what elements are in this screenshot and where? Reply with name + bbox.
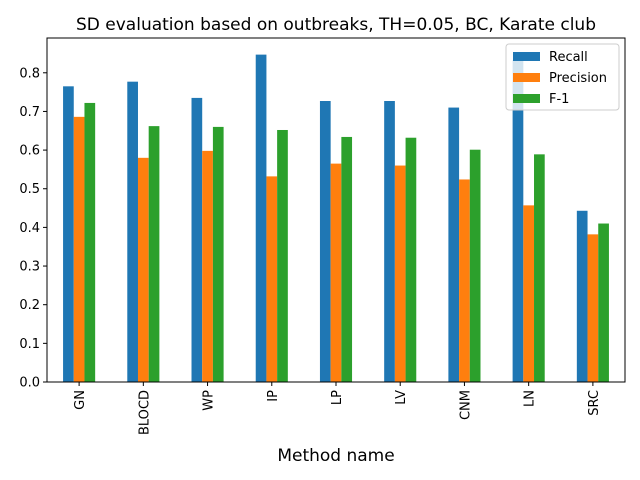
bar-precision-cnm (459, 179, 470, 382)
y-tick-label: 0.3 (19, 260, 40, 275)
bar-f-1-ln (534, 154, 545, 382)
legend-label: F-1 (549, 92, 569, 107)
bar-f-1-lp (341, 136, 353, 382)
bar-precision-src (587, 234, 599, 382)
legend: Recall Precision F-1 (505, 43, 620, 111)
legend-label: Recall (549, 50, 588, 65)
bar-precision-ln (523, 205, 535, 382)
x-tick-label: LP (330, 390, 345, 405)
bar-f-1-gn (84, 102, 96, 383)
bars-group (63, 54, 609, 383)
y-tick-label: 0.8 (19, 66, 40, 81)
x-tick-label: CNM (458, 390, 473, 420)
bar-recall-lp (319, 101, 331, 382)
x-axis-ticks: GN BLOCD WP IP LP LV CNM LN SRC (73, 382, 602, 435)
bar-f-1-lv (405, 137, 417, 382)
bar-precision-ip (266, 176, 278, 382)
x-tick-label: WP (202, 390, 217, 411)
bar-recall-wp (191, 97, 203, 383)
x-axis-label: Method name (277, 446, 394, 466)
chart-title: SD evaluation based on outbreaks, TH=0.0… (76, 15, 596, 35)
y-axis-ticks: 0.0 0.1 0.2 0.3 0.4 0.5 0.6 0.7 0.8 (19, 66, 47, 391)
y-tick-label: 0.7 (19, 105, 40, 120)
bar-recall-cnm (448, 107, 460, 383)
legend-swatch (513, 52, 540, 61)
bar-precision-blocd (137, 157, 149, 382)
bar-recall-lv (384, 101, 395, 382)
y-tick-label: 0.1 (19, 337, 40, 352)
bar-f-1-blocd (148, 126, 160, 382)
bar-recall-blocd (127, 81, 138, 383)
bar-precision-lv (394, 165, 406, 382)
legend-swatch (513, 73, 540, 82)
bar-precision-gn (73, 116, 85, 383)
bar-f-1-ip (277, 129, 288, 382)
bar-precision-lp (330, 163, 342, 382)
bar-recall-gn (63, 86, 74, 382)
y-tick-label: 0.0 (19, 376, 40, 391)
bar-recall-ip (255, 54, 267, 382)
y-tick-label: 0.6 (19, 144, 40, 159)
x-tick-label: GN (73, 390, 88, 410)
x-tick-label: LV (394, 390, 409, 405)
bar-f-1-cnm (469, 149, 481, 382)
y-tick-label: 0.5 (19, 182, 40, 197)
bar-precision-wp (202, 150, 213, 382)
y-tick-label: 0.4 (19, 221, 40, 236)
bar-f-1-wp (212, 126, 224, 382)
x-tick-label: LN (523, 390, 538, 407)
y-tick-label: 0.2 (19, 298, 40, 313)
x-tick-label: BLOCD (137, 390, 152, 435)
x-tick-label: SRC (587, 390, 602, 416)
legend-swatch (513, 94, 540, 103)
plot-frame (46, 37, 626, 383)
bar-recall-ln (512, 60, 524, 382)
x-tick-label: IP (266, 390, 281, 402)
legend-label: Precision (549, 71, 607, 86)
bar-f-1-src (598, 223, 609, 382)
bar-recall-src (576, 210, 588, 382)
